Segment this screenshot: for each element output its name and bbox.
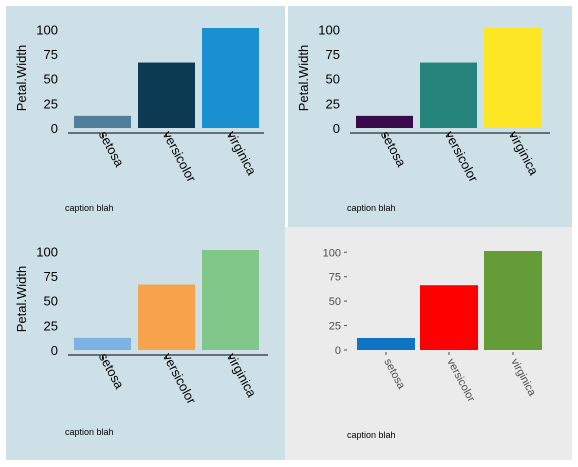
chart-caption: caption blah	[65, 427, 114, 437]
bar-virginica	[202, 250, 259, 350]
y-tick-label: 75	[44, 47, 58, 62]
chart-panel-bottom-left: 0 25 50 75 100 setosa versicolor virginica Petal…	[6, 227, 285, 460]
bar-versicolor	[138, 62, 195, 128]
y-tick-label: 100	[318, 22, 340, 37]
y-tick-label: 0	[335, 345, 341, 357]
bar-setosa	[74, 337, 131, 350]
y-tick-label: 25	[326, 96, 340, 111]
chart-panel-bottom-right: 0 25 50 75 100 setosa versicolor virginica capt…	[285, 227, 572, 460]
chart-caption: caption blah	[347, 430, 396, 440]
y-tick-label: 75	[44, 269, 58, 284]
y-tick-label: 100	[36, 22, 58, 37]
y-axis-title: Petal.Width	[14, 266, 29, 332]
y-tick-label: 25	[329, 321, 341, 333]
bar-virginica	[484, 28, 541, 128]
bar-versicolor	[420, 62, 477, 128]
y-tick-label: 50	[329, 296, 341, 308]
chart-caption: caption blah	[65, 203, 114, 213]
y-tick-label: 50	[44, 72, 58, 87]
chart-caption: caption blah	[347, 203, 396, 213]
bar-setosa	[74, 115, 131, 128]
bar-setosa	[356, 115, 413, 128]
y-tick-label: 0	[51, 343, 58, 358]
y-tick-label: 25	[44, 96, 58, 111]
y-tick-label: 25	[44, 318, 58, 333]
bar-virginica	[202, 28, 259, 128]
y-tick-label: 75	[329, 272, 341, 284]
bar-versicolor	[138, 284, 195, 350]
y-tick-label: 75	[326, 47, 340, 62]
bar-virginica	[484, 251, 542, 350]
y-tick-label: 0	[333, 121, 340, 136]
y-tick-label: 100	[323, 247, 341, 259]
chart-panel-top-right: 0 25 50 75 100 setosa versicolor virginica Petal…	[288, 6, 572, 227]
chart-panel-top-left: 0 25 50 75 100 setosa versicolor virginica Petal…	[6, 6, 285, 227]
bar-versicolor	[420, 285, 478, 350]
y-axis-title: Petal.Width	[14, 45, 29, 111]
bar-setosa	[357, 337, 415, 350]
y-tick-label: 0	[51, 121, 58, 136]
y-tick-label: 50	[44, 294, 58, 309]
y-axis-title: Petal.Width	[296, 45, 311, 111]
y-tick-label: 50	[326, 72, 340, 87]
y-tick-label: 100	[36, 244, 58, 259]
